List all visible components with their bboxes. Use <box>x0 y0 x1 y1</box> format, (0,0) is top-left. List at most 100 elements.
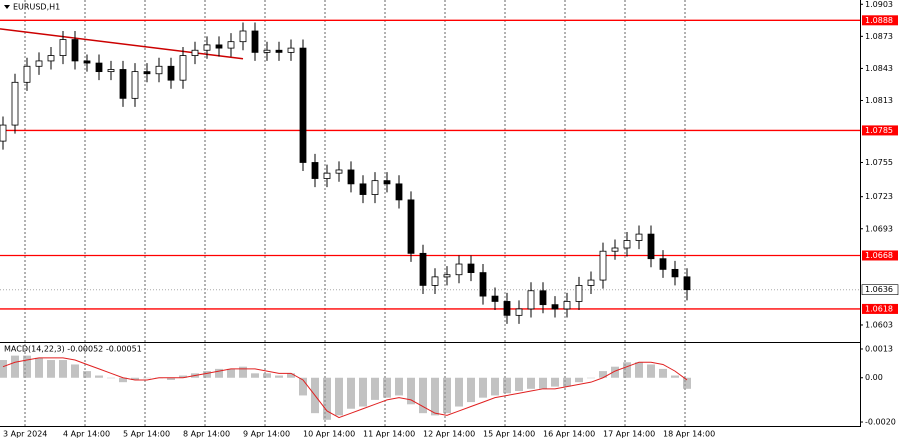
x-tick-label: 9 Apr 14:00 <box>243 430 290 439</box>
title-arrow <box>4 5 10 9</box>
candle-body <box>299 47 307 163</box>
candle-body <box>311 162 319 179</box>
macd-bar <box>371 377 379 400</box>
last-price-box <box>861 284 899 295</box>
candle-body <box>215 44 223 49</box>
macd-bar <box>359 377 367 407</box>
candle-body <box>251 30 259 53</box>
macd-bar <box>299 377 307 396</box>
macd-bar <box>587 377 595 379</box>
x-tick-label: 18 Apr 14:00 <box>663 430 715 439</box>
macd-bar <box>431 377 439 416</box>
level-label-box <box>862 250 898 261</box>
candle-body <box>635 233 643 241</box>
candle-body <box>287 47 295 53</box>
candle-body <box>659 258 667 270</box>
x-tick-label: 16 Apr 14:00 <box>543 430 595 439</box>
candle-body <box>575 285 583 302</box>
last-price-label: 1.0636 <box>865 285 893 294</box>
level-label-box <box>862 303 898 314</box>
candle-body <box>539 290 547 306</box>
candle-body <box>359 183 367 195</box>
macd-y-tick-label: 0.00 <box>865 373 883 382</box>
macd-bar <box>635 362 643 378</box>
level-label: 1.0668 <box>865 251 893 260</box>
level-label-box <box>862 125 898 136</box>
candle-body <box>143 71 151 75</box>
macd-bar <box>287 373 295 378</box>
macd-bar <box>11 355 19 378</box>
macd-bar <box>527 377 535 389</box>
x-tick-label: 8 Apr 14:00 <box>183 430 230 439</box>
macd-bar <box>671 375 679 378</box>
candle-body <box>191 49 199 56</box>
y-tick-label: 1.0873 <box>865 32 893 41</box>
macd-bar <box>611 366 619 378</box>
candle-body <box>443 274 451 278</box>
macd-bar <box>59 360 67 378</box>
macd-bar <box>179 375 187 378</box>
macd-bar <box>467 377 475 403</box>
candle-body <box>11 81 19 126</box>
macd-bar <box>263 373 271 378</box>
macd-bar <box>203 371 211 378</box>
candle-body <box>263 49 271 53</box>
candle-body <box>515 308 523 316</box>
candle-body <box>455 263 463 276</box>
x-tick-label: 10 Apr 14:00 <box>303 430 355 439</box>
macd-bar <box>659 368 667 378</box>
macd-bar <box>23 355 31 378</box>
level-label-box <box>862 15 898 26</box>
macd-bar <box>251 373 259 378</box>
macd-bar <box>35 357 43 378</box>
candle-body <box>0 124 7 142</box>
candle-body <box>563 301 571 310</box>
candle-body <box>383 180 391 185</box>
x-tick-label: 3 Apr 2024 <box>3 430 47 439</box>
y-tick-label: 1.0755 <box>865 158 893 167</box>
macd-bar <box>335 377 343 416</box>
macd-bar <box>227 368 235 378</box>
x-tick-label: 11 Apr 14:00 <box>363 430 415 439</box>
candle-body <box>71 39 79 62</box>
candle-body <box>35 60 43 67</box>
level-label: 1.0785 <box>865 126 893 135</box>
macd-bar <box>95 375 103 378</box>
y-tick-label: 1.0813 <box>865 96 893 105</box>
macd-bar <box>167 377 175 380</box>
trendline <box>0 28 244 60</box>
candle-body <box>419 252 427 286</box>
macd-bar <box>575 377 583 383</box>
macd-bar <box>119 377 127 383</box>
macd-bar <box>83 371 91 378</box>
y-tick-label: 1.0843 <box>865 64 893 73</box>
candle-body <box>47 55 55 62</box>
macd-bar <box>323 377 331 420</box>
candle-body <box>167 65 175 81</box>
candle-body <box>407 199 415 254</box>
macd-bar <box>0 360 7 378</box>
candle-body <box>95 62 103 73</box>
macd-bar <box>419 377 427 414</box>
macd-signal <box>2 357 688 419</box>
level-label: 1.0888 <box>865 16 893 25</box>
macd-bar <box>539 377 547 389</box>
candle-body <box>23 65 31 83</box>
macd-bar <box>131 377 139 380</box>
macd-bar <box>563 377 571 387</box>
macd-bar <box>647 364 655 378</box>
macd-bar <box>515 377 523 392</box>
candle-body <box>107 69 115 73</box>
candle-body <box>347 169 355 185</box>
candle-body <box>83 60 91 64</box>
y-tick-label: 1.0603 <box>865 320 893 329</box>
macd-bar <box>599 371 607 378</box>
macd-bar <box>455 377 463 407</box>
candle-body <box>503 301 511 316</box>
macd-bar <box>107 377 115 379</box>
candle-body <box>155 65 163 75</box>
x-tick-label: 17 Apr 14:00 <box>603 430 655 439</box>
candle-body <box>623 240 631 249</box>
